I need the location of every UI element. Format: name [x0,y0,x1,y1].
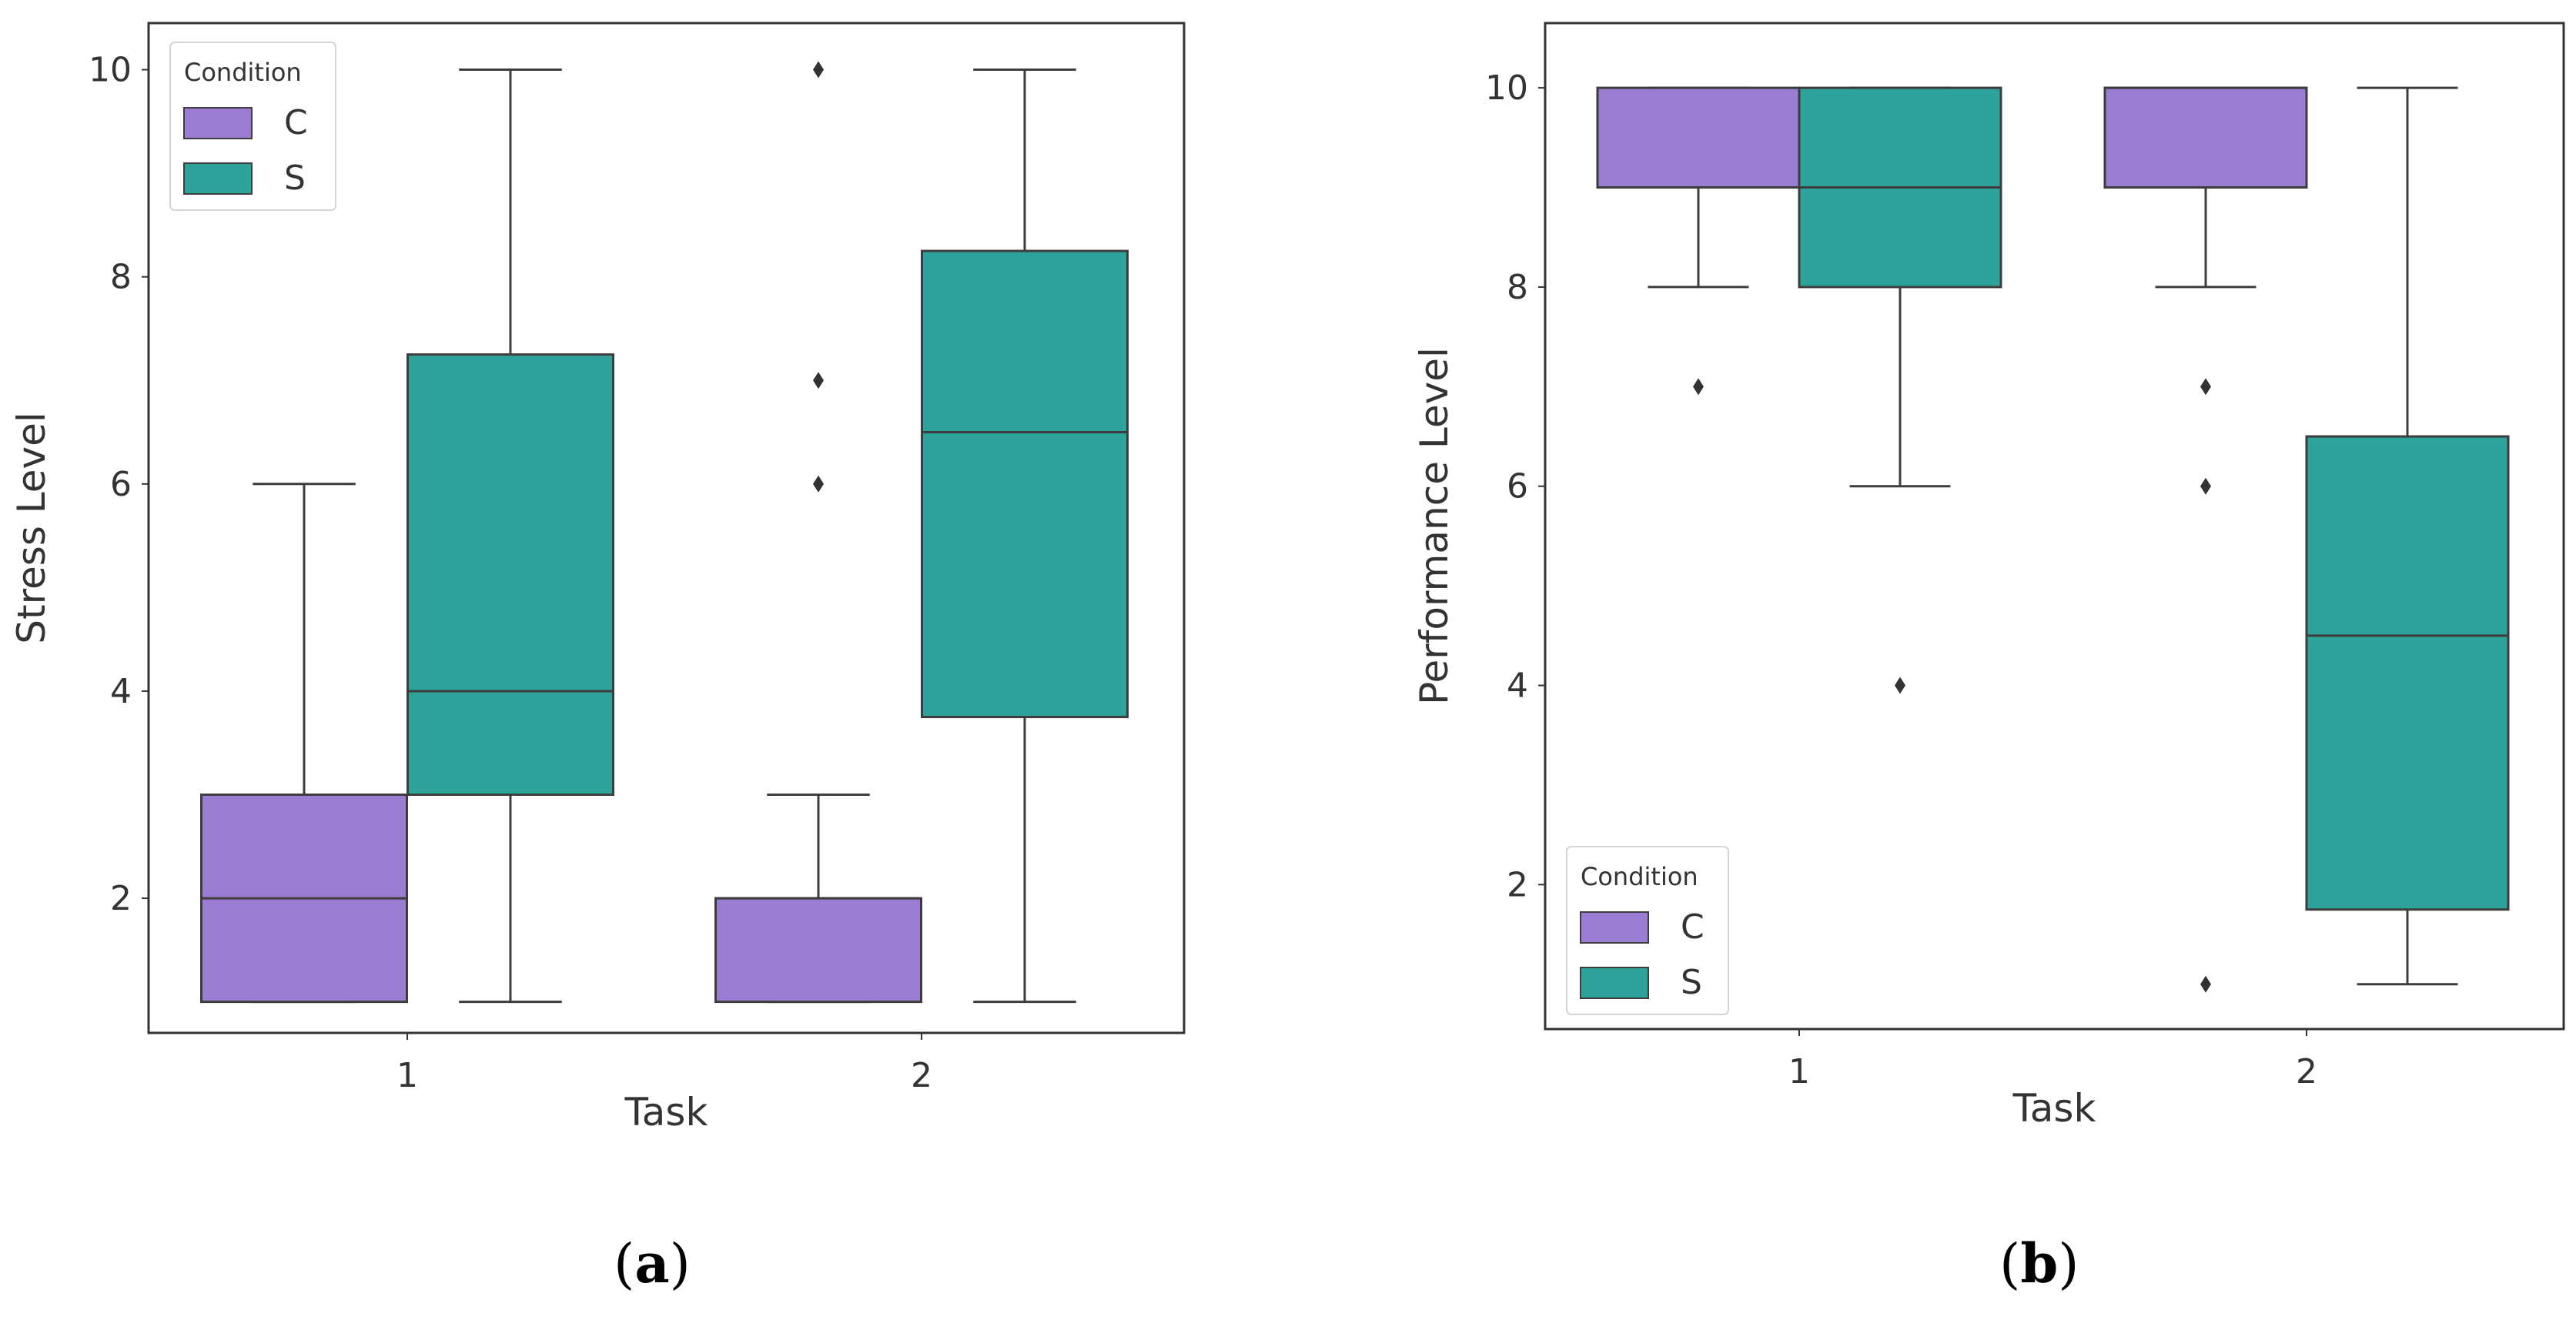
outlier-point [1895,677,1905,694]
box-body [921,249,1129,719]
legend-swatch-C [1580,911,1649,944]
plot-frame [147,22,1186,1034]
box-body [2103,86,2308,189]
box-S-task-1 [406,69,614,1004]
x-axis-label: Task [624,1090,708,1135]
y-tick-label: 10 [1485,69,1528,108]
legend-swatch-C [183,107,253,139]
legend-entry-S: S [1681,963,1702,1002]
y-tick-label: 2 [110,879,132,918]
panel-label-b-letter: b [2020,1231,2059,1295]
panel-label-a-open: ( [614,1232,635,1295]
legend-swatch-S [1580,967,1649,999]
panel-label-b: (b) [1999,1231,2079,1295]
y-tick-label: 10 [89,51,132,90]
x-axis-label: Task [2012,1086,2096,1131]
box-body [714,897,922,1004]
box-body [2305,435,2510,911]
box-C-task-1 [1596,86,1801,396]
outlier-point [813,61,824,79]
y-axis-label: Stress Level [9,412,54,644]
legend-entry-C: C [1681,907,1705,947]
box-body [1596,86,1801,189]
legend-entry-S: S [284,159,306,198]
y-tick-label: 6 [1507,467,1528,506]
panel-label-b-close: ) [2058,1232,2079,1295]
box-C-task-1 [200,483,408,1004]
y-tick-label: 6 [110,465,132,504]
y-tick-label: 8 [1507,268,1528,307]
legend: Condition CS [169,42,336,211]
y-tick-label: 4 [110,672,132,711]
plot-frame [1544,22,2565,1031]
box-S-task-1 [1798,86,2002,694]
y-tick-label: 8 [110,258,132,297]
outlier-point [1693,378,1704,396]
box-C-task-2 [2103,86,2308,993]
x-tick-label: 1 [1788,1052,1810,1091]
box-body [406,353,614,797]
outlier-point [2200,378,2211,396]
box-C-task-2 [714,61,922,1004]
outlier-point [813,475,824,493]
outlier-point [2200,975,2211,993]
legend: Condition CS [1566,846,1729,1015]
y-axis-label: Performance Level [1412,347,1457,705]
outlier-point [813,372,824,389]
box-S-task-2 [2305,86,2510,986]
panel-label-a-letter: a [634,1231,670,1295]
box-S-task-2 [921,69,1129,1004]
x-tick-label: 1 [396,1056,418,1095]
x-tick-label: 2 [911,1056,932,1095]
panel-label-b-open: ( [1999,1232,2021,1295]
legend-swatch-S [183,162,253,195]
outlier-point [2200,477,2211,495]
legend-entry-C: C [284,103,308,142]
legend-title: Condition [1581,862,1698,891]
y-tick-label: 2 [1507,865,1528,904]
panel-label-a-close: ) [669,1232,691,1295]
panel-label-a: (a) [614,1231,691,1295]
x-tick-label: 2 [2296,1052,2317,1091]
legend-title: Condition [184,58,302,87]
y-tick-label: 4 [1507,667,1528,706]
